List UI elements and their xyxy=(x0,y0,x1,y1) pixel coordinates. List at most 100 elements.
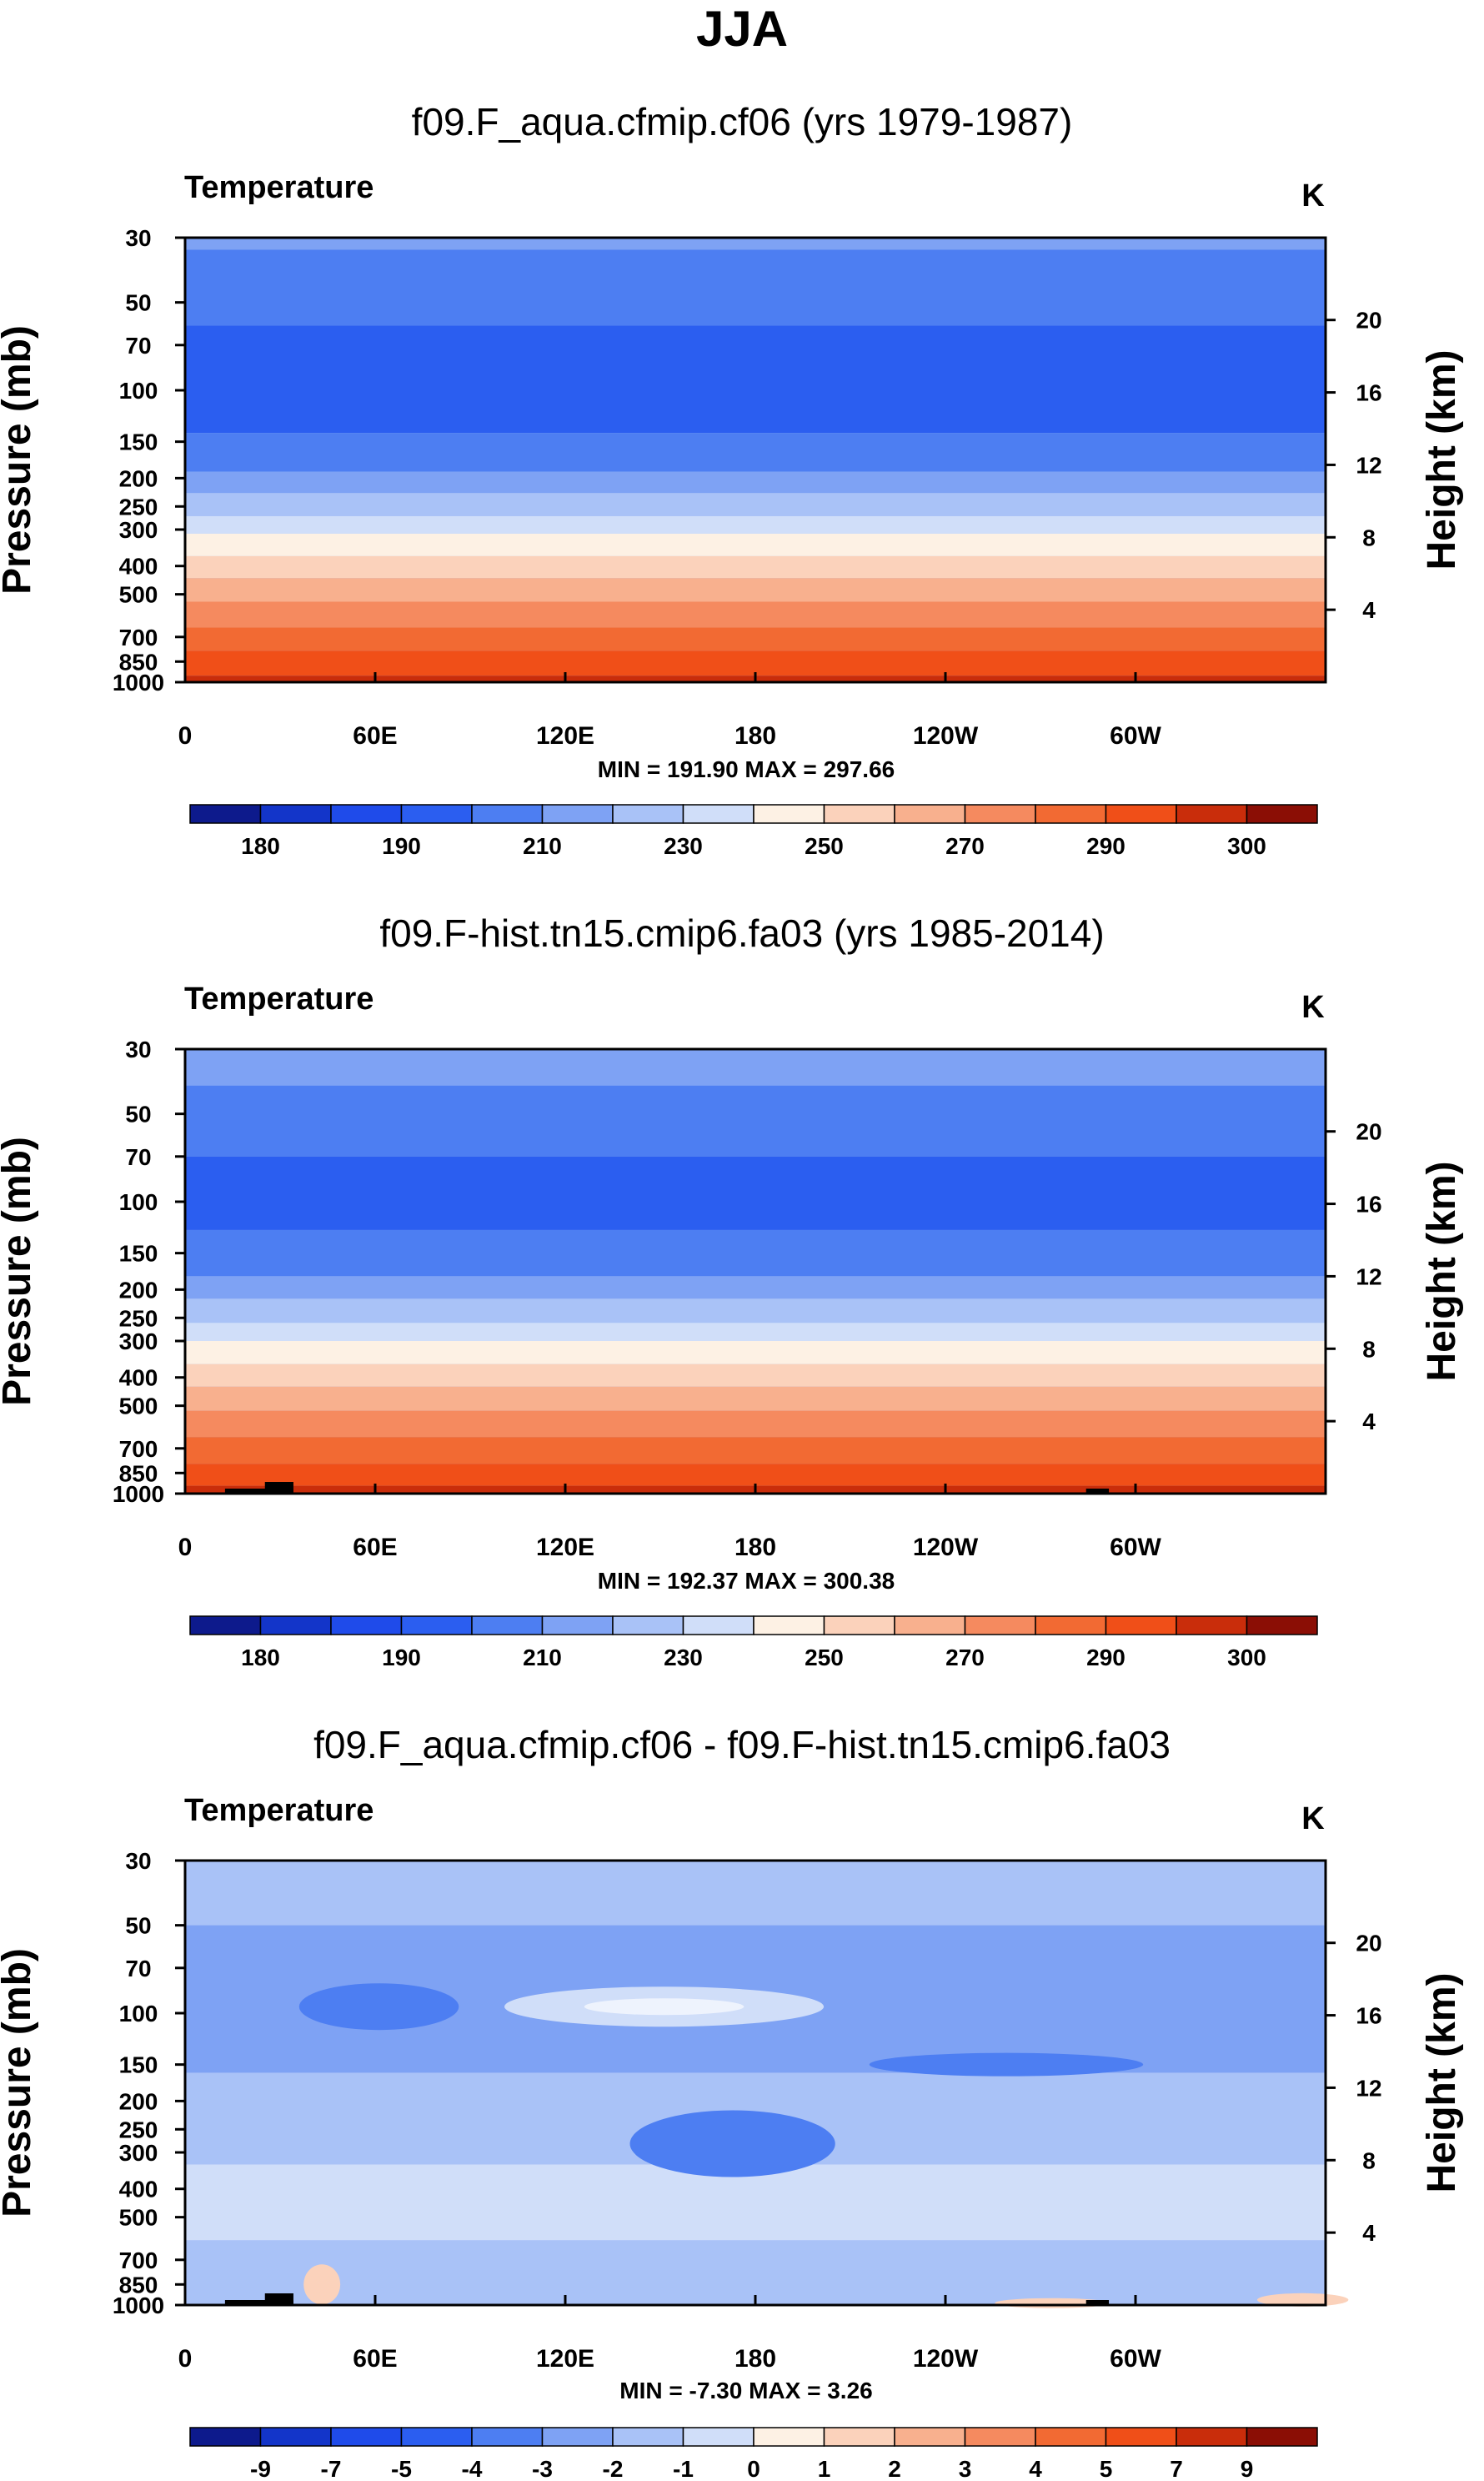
colorbar-swatch xyxy=(400,1615,473,1635)
colorbar-label: 250 xyxy=(805,1645,844,1670)
lon-tick-label: 120E xyxy=(536,1534,594,1561)
contour-band-7 xyxy=(185,533,1326,556)
height-tick-label: 8 xyxy=(1362,1336,1376,1362)
contour-band-6 xyxy=(185,1323,1326,1341)
colorbar: 180 190 210 230 250 270 290 300 xyxy=(189,804,1318,859)
height-tick-label: 16 xyxy=(1356,1192,1381,1218)
colorbar-swatch xyxy=(471,2427,544,2447)
colorbar-swatch xyxy=(1176,1615,1248,1635)
colorbar-label: 3 xyxy=(959,2456,972,2481)
colorbar-swatch xyxy=(259,1615,332,1635)
contour-band-0 xyxy=(185,1049,1326,1086)
colorbar-label: -2 xyxy=(603,2456,624,2481)
colorbar-swatch xyxy=(1105,2427,1177,2447)
pressure-tick-label: 700 xyxy=(119,625,158,650)
lon-tick-label: 60W xyxy=(1110,1534,1161,1561)
pressure-tick-label: 200 xyxy=(119,465,158,491)
units-label: K xyxy=(1301,1801,1325,1836)
colorbar-label: -1 xyxy=(673,2456,694,2481)
pressure-tick-label: 300 xyxy=(119,1328,158,1354)
colorbar-swatch xyxy=(400,2427,473,2447)
colorbar-swatch xyxy=(753,1615,825,1635)
colorbar-swatch xyxy=(964,2427,1036,2447)
topography xyxy=(1085,2300,1110,2305)
colorbar-label: 300 xyxy=(1227,1645,1266,1670)
colorbar-swatch xyxy=(1246,2427,1318,2447)
colorbar-label: 190 xyxy=(382,1645,421,1670)
pressure-tick-label: 150 xyxy=(119,429,158,455)
lon-tick-label: 0 xyxy=(178,2345,193,2373)
topography xyxy=(1085,1489,1110,1494)
pressure-tick-label: 250 xyxy=(119,1305,158,1331)
height-tick-label: 4 xyxy=(1362,2220,1376,2246)
units-label: K xyxy=(1301,990,1325,1025)
colorbar-label: 210 xyxy=(523,833,562,859)
colorbar-swatch xyxy=(682,2427,755,2447)
y2-axis-title: Height (km) xyxy=(1420,1973,1464,2193)
variable-label: Temperature xyxy=(184,982,374,1017)
pressure-tick-label: 100 xyxy=(119,2001,158,2026)
panel-title: f09.F_aqua.cfmip.cf06 (yrs 1979-1987) xyxy=(412,100,1073,143)
colorbar-swatch xyxy=(964,804,1036,824)
colorbar-label: -4 xyxy=(462,2456,483,2481)
lon-tick-label: 60W xyxy=(1110,722,1161,750)
contour-band-6 xyxy=(185,515,1326,534)
colorbar-swatch xyxy=(259,804,332,824)
height-tick-label: 8 xyxy=(1362,2147,1376,2173)
anomaly-region xyxy=(303,2264,341,2305)
pressure-tick-label: 30 xyxy=(125,1037,151,1062)
colorbar-swatch xyxy=(400,804,473,824)
main-title: JJA xyxy=(696,1,788,57)
lon-tick-label: 60E xyxy=(353,722,397,750)
pressure-tick-label: 200 xyxy=(119,1277,158,1303)
contour-band-11 xyxy=(185,627,1326,651)
colorbar-label: 2 xyxy=(888,2456,901,2481)
colorbar-swatch xyxy=(1035,1615,1107,1635)
height-tick-label: 16 xyxy=(1356,2003,1381,2029)
lon-tick-label: 60E xyxy=(353,2345,397,2373)
pressure-tick-label: 500 xyxy=(119,1394,158,1419)
colorbar-label: 180 xyxy=(241,833,280,859)
lon-tick-label: 0 xyxy=(178,722,193,750)
pressure-tick-label: 400 xyxy=(119,2177,158,2202)
pressure-tick-label: 500 xyxy=(119,582,158,608)
y2-axis-title: Height (km) xyxy=(1420,350,1464,570)
pressure-tick-label: 70 xyxy=(125,1956,151,1981)
colorbar-swatch xyxy=(541,2427,614,2447)
contour-band-2 xyxy=(185,325,1326,434)
pressure-tick-label: 50 xyxy=(125,1102,151,1127)
contour-band-9 xyxy=(185,1386,1326,1411)
colorbar-label: 4 xyxy=(1029,2456,1042,2481)
colorbar-swatch xyxy=(894,804,966,824)
panel-1: f09.F_aqua.cfmip.cf06 (yrs 1979-1987) Te… xyxy=(0,100,1464,859)
pressure-tick-label: 150 xyxy=(119,1241,158,1267)
contour-band-4 xyxy=(185,2240,1326,2305)
colorbar-swatch xyxy=(1246,804,1318,824)
colorbar-swatch xyxy=(330,804,403,824)
colorbar-swatch xyxy=(1105,804,1177,824)
contour-band-10 xyxy=(185,601,1326,628)
lon-tick-label: 120E xyxy=(536,722,594,750)
colorbar-label: 230 xyxy=(664,1645,703,1670)
contour-band-8 xyxy=(185,555,1326,579)
colorbar-swatch xyxy=(612,804,684,824)
pressure-tick-label: 850 xyxy=(119,649,158,675)
plot-area xyxy=(185,238,1326,682)
min-max-stats: MIN = 191.90 MAX = 297.66 xyxy=(598,756,895,782)
pressure-tick-label: 300 xyxy=(119,517,158,543)
contour-band-9 xyxy=(185,578,1326,602)
height-tick-label: 20 xyxy=(1356,308,1381,334)
colorbar-swatch xyxy=(753,804,825,824)
colorbar-swatch xyxy=(1176,804,1248,824)
colorbar-swatch xyxy=(541,804,614,824)
contour-band-5 xyxy=(185,1298,1326,1323)
colorbar-label: 190 xyxy=(382,833,421,859)
colorbar-swatch xyxy=(823,1615,895,1635)
lon-tick-label: 180 xyxy=(734,1534,776,1561)
panel-title: f09.F_aqua.cfmip.cf06 - f09.F-hist.tn15.… xyxy=(313,1723,1171,1766)
y2-axis-title: Height (km) xyxy=(1420,1162,1464,1382)
units-label: K xyxy=(1301,178,1325,213)
colorbar-label: 250 xyxy=(805,833,844,859)
colorbar-swatch xyxy=(612,1615,684,1635)
